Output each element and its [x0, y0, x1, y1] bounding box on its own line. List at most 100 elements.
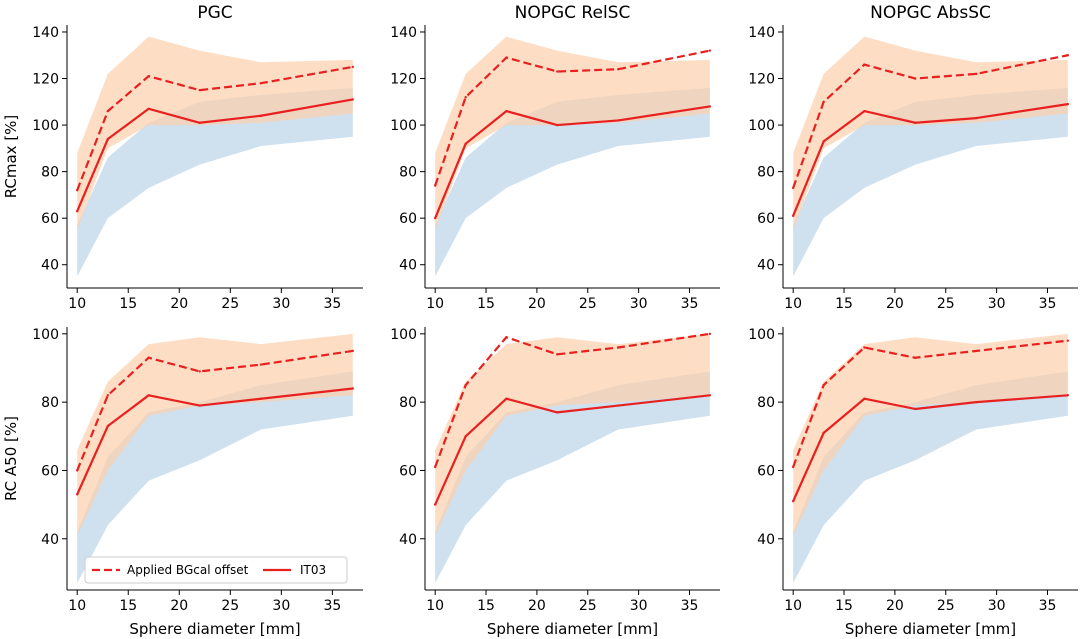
confidence-band-orange [77, 36, 353, 230]
y-tick-label: 140 [748, 25, 775, 41]
data-point [863, 63, 866, 66]
panel-title: NOPGC AbsSC [870, 3, 991, 23]
y-tick-label: 100 [32, 118, 59, 134]
legend: Applied BGcal offset IT03 [84, 556, 348, 584]
y-tick-label: 120 [748, 72, 775, 88]
x-tick-label: 35 [1039, 598, 1057, 614]
y-tick-label: 40 [757, 532, 775, 548]
y-tick-label: 100 [748, 327, 775, 343]
data-point [259, 81, 263, 85]
confidence-band-blue [435, 371, 710, 584]
series-line-bgcal-offset [434, 332, 710, 468]
data-point [914, 356, 917, 359]
confidence-band-blue [435, 87, 710, 277]
data-point [464, 383, 467, 387]
x-tick-label: 30 [630, 296, 648, 312]
x-tick-label: 25 [937, 296, 955, 312]
data-point [791, 214, 795, 218]
y-tick-label: 80 [41, 395, 59, 411]
data-point [76, 469, 79, 472]
series-line-bgcal-offset [434, 49, 711, 186]
x-tick-label: 35 [323, 598, 341, 614]
y-tick-label: 60 [399, 211, 417, 227]
data-point [433, 503, 437, 506]
confidence-band-orange [77, 333, 353, 536]
confidence-band-blue [77, 371, 353, 584]
y-axis-label: RCmax [%] [2, 115, 20, 199]
data-point [351, 65, 354, 69]
chart-panel: 10 15 20 25 30 35 40 60 80 100 Sphere diameter [mm… [748, 327, 1078, 638]
chart-panel: 10 15 20 25 30 35 40 60 80 100 120 140 NOPGC AbsSC [748, 3, 1078, 312]
x-tick-label: 20 [170, 598, 188, 614]
series-line-it03 [76, 98, 353, 212]
x-tick-label: 35 [323, 296, 341, 312]
data-point [505, 336, 508, 339]
x-tick-label: 30 [630, 598, 648, 614]
data-point [505, 56, 508, 59]
x-axis-label: Sphere diameter [mm] [487, 620, 658, 638]
data-point [76, 209, 79, 213]
confidence-band-blue [77, 87, 353, 277]
y-tick-label: 140 [390, 25, 417, 41]
x-tick-label: 15 [835, 296, 853, 312]
y-tick-label: 100 [32, 327, 59, 343]
data-point [791, 499, 795, 503]
data-point [259, 363, 263, 366]
data-point [708, 332, 712, 336]
x-tick-label: 20 [886, 598, 904, 614]
data-point [1066, 394, 1070, 397]
data-point [464, 142, 467, 145]
data-point [351, 98, 354, 101]
series-line-bgcal-offset [792, 54, 1069, 189]
x-tick-label: 35 [681, 296, 699, 312]
data-point [708, 394, 712, 397]
data-point [822, 431, 825, 435]
data-point [147, 107, 150, 110]
y-tick-label: 140 [32, 25, 59, 41]
y-tick-label: 100 [390, 118, 417, 134]
data-point [822, 140, 825, 143]
x-tick-label: 25 [937, 598, 955, 614]
y-tick-label: 80 [399, 165, 417, 181]
series-line-it03 [76, 387, 353, 495]
chart-panel: 10 15 20 25 30 35 40 60 80 100 Sphere diameter [mm… [390, 327, 720, 638]
panel-title: PGC [197, 3, 232, 23]
chart-panel: 10 15 20 25 30 35 40 60 80 100 120 140 NOPGC RelSC [390, 3, 720, 312]
y-tick-label: 80 [757, 395, 775, 411]
data-point [556, 70, 559, 73]
data-point [505, 397, 508, 400]
data-point [433, 216, 437, 220]
x-tick-label: 15 [119, 598, 137, 614]
x-tick-label: 35 [681, 598, 699, 614]
data-point [106, 424, 110, 428]
x-axis-label: Sphere diameter [mm] [129, 620, 300, 638]
x-tick-label: 30 [988, 296, 1006, 312]
series-line-bgcal-offset [76, 349, 353, 471]
data-point [1066, 339, 1070, 342]
x-tick-label: 15 [119, 296, 137, 312]
data-point [505, 109, 508, 113]
data-point [433, 184, 437, 187]
data-point [708, 105, 712, 108]
y-tick-label: 100 [390, 327, 417, 343]
x-tick-label: 15 [835, 598, 853, 614]
y-tick-label: 60 [41, 463, 59, 479]
x-tick-label: 20 [528, 598, 546, 614]
legend-label-it03: IT03 [300, 563, 326, 577]
data-point [975, 349, 978, 353]
y-tick-label: 120 [390, 72, 417, 88]
data-point [198, 404, 201, 407]
y-tick-label: 80 [41, 165, 59, 181]
data-point [914, 77, 917, 80]
data-point [351, 349, 354, 353]
data-point [147, 356, 150, 359]
data-point [76, 189, 79, 192]
data-point [198, 121, 201, 124]
y-tick-label: 40 [41, 258, 59, 274]
data-point [822, 100, 825, 104]
series-line-bgcal-offset [792, 339, 1068, 468]
data-point [76, 493, 79, 496]
data-point [556, 123, 559, 127]
data-point [863, 346, 866, 349]
